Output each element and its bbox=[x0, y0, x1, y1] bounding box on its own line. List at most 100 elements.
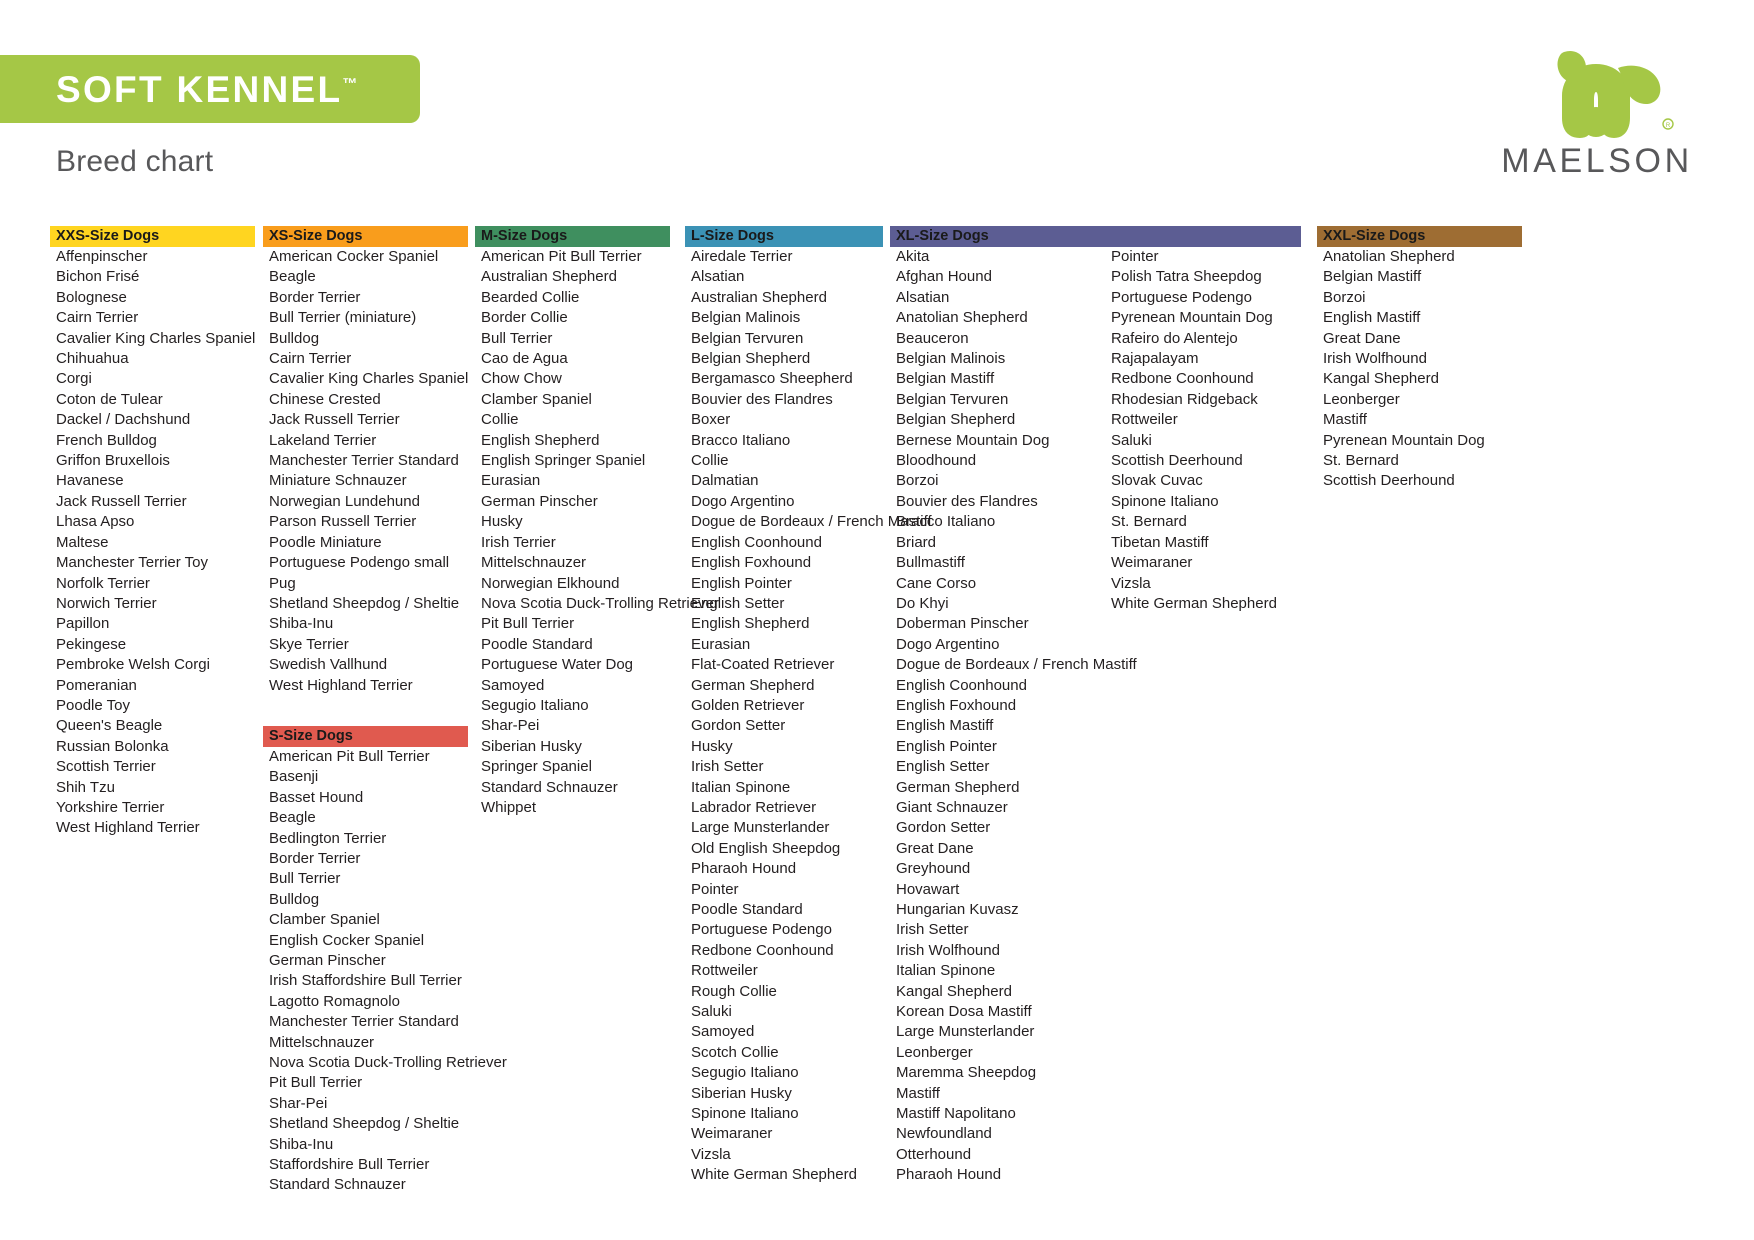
breed-item: Kangal Shepherd bbox=[1323, 370, 1439, 388]
breed-item: Rafeiro do Alentejo bbox=[1111, 329, 1238, 347]
breed-item: Borzoi bbox=[896, 472, 939, 490]
breed-item: Husky bbox=[481, 513, 523, 531]
breed-item: Collie bbox=[481, 411, 519, 429]
breed-list-xxs: Affenpinscher Bichon Frisé Bolognese Cairn … bbox=[50, 247, 255, 839]
breed-item: Griffon Bruxellois bbox=[56, 452, 170, 470]
breed-item: Bouvier des Flandres bbox=[896, 492, 1038, 510]
breed-item: Shih Tzu bbox=[56, 778, 115, 796]
breed-item: Bearded Collie bbox=[481, 288, 580, 306]
breed-item: Labrador Retriever bbox=[691, 798, 817, 816]
trademark-symbol: ™ bbox=[342, 75, 358, 93]
breed-item: Bull Terrier bbox=[269, 870, 341, 888]
breed-item: Shetland Sheepdog / Sheltie bbox=[269, 1115, 460, 1133]
breed-item: Large Munsterlander bbox=[896, 1023, 1035, 1041]
breed-item: Jack Russell Terrier bbox=[269, 411, 400, 429]
breed-item: Chihuahua bbox=[56, 350, 129, 368]
breed-item: Nova Scotia Duck-Trolling Retriever bbox=[481, 594, 719, 612]
breed-item: Spinone Italiano bbox=[1111, 492, 1219, 510]
breed-item: Swedish Vallhund bbox=[269, 656, 388, 674]
breed-item: Irish Wolfhound bbox=[896, 941, 1000, 959]
breed-item: Bull Terrier bbox=[481, 329, 553, 347]
breed-item: Greyhound bbox=[896, 860, 971, 878]
breed-item: Cavalier King Charles Spaniel bbox=[56, 329, 256, 347]
breed-item: Border Terrier bbox=[269, 849, 361, 867]
breed-item: White German Shepherd bbox=[691, 1166, 857, 1184]
category-header-xxl: XXL-Size Dogs bbox=[1317, 226, 1522, 247]
breed-item: Bull Terrier (miniature) bbox=[269, 309, 417, 327]
breed-item: Bergamasco Sheepherd bbox=[691, 370, 853, 388]
breed-item: Belgian Malinois bbox=[691, 309, 801, 327]
breed-item: Cairn Terrier bbox=[269, 350, 352, 368]
breed-item: Basenji bbox=[269, 768, 319, 786]
breed-item: Bulldog bbox=[269, 890, 320, 908]
breed-item: Afghan Hound bbox=[896, 268, 992, 286]
breed-item: Kangal Shepherd bbox=[896, 982, 1012, 1000]
breed-item: Maremma Sheepdog bbox=[896, 1064, 1037, 1082]
breed-item: Chow Chow bbox=[481, 370, 562, 388]
breed-item: Bracco Italiano bbox=[691, 431, 791, 449]
breed-item: Portuguese Podengo bbox=[1111, 288, 1252, 306]
column-xs-s: XS-Size Dogs American Cocker Spaniel Beag… bbox=[263, 226, 507, 1196]
breed-item: Poodle Miniature bbox=[269, 533, 382, 551]
breed-item: Mittelschnauzer bbox=[269, 1033, 375, 1051]
breed-item: Briard bbox=[896, 533, 937, 551]
breed-item: Norwich Terrier bbox=[56, 594, 157, 612]
breed-item: Eurasian bbox=[691, 635, 751, 653]
breed-item: Bichon Frisé bbox=[56, 268, 140, 286]
soft-kennel-brand-badge: SOFT KENNEL™ bbox=[0, 55, 420, 123]
breed-item: Shiba-Inu bbox=[269, 615, 334, 633]
xl-subcolumn-right: Pointer Polish Tatra Sheepdog Portuguese P… bbox=[1105, 247, 1301, 614]
breed-item: Redbone Coonhound bbox=[1111, 370, 1254, 388]
breed-item: Belgian Mastiff bbox=[896, 370, 995, 388]
breed-item: German Shepherd bbox=[691, 676, 815, 694]
breed-item: Newfoundland bbox=[896, 1125, 992, 1143]
breed-item: Cao de Agua bbox=[481, 350, 568, 368]
breed-item: Irish Setter bbox=[896, 921, 969, 939]
breed-item: Dogue de Bordeaux / French Mastiff bbox=[691, 513, 932, 531]
breed-item: Saluki bbox=[691, 1003, 732, 1021]
category-header-xl: XL-Size Dogs bbox=[890, 226, 1301, 247]
column-l: L-Size Dogs Airedale Terrier Alsatian Aust… bbox=[685, 226, 932, 1186]
breed-item: Maltese bbox=[56, 533, 109, 551]
breed-list-xs: American Cocker Spaniel Beagle Border Terr… bbox=[263, 247, 468, 696]
breed-item: American Cocker Spaniel bbox=[269, 248, 439, 265]
breed-item: Lhasa Apso bbox=[56, 513, 135, 531]
breed-item: Rough Collie bbox=[691, 982, 777, 1000]
breed-item: Shiba-Inu bbox=[269, 1135, 334, 1153]
breed-item: American Pit Bull Terrier bbox=[481, 248, 642, 265]
breed-item: Belgian Shepherd bbox=[896, 411, 1016, 429]
breed-item: Portuguese Podengo small bbox=[269, 554, 450, 572]
breed-item: Irish Staffordshire Bull Terrier bbox=[269, 972, 462, 990]
breed-item: Belgian Shepherd bbox=[691, 350, 811, 368]
breed-item: Rhodesian Ridgeback bbox=[1111, 390, 1258, 408]
breed-item: Bernese Mountain Dog bbox=[896, 431, 1050, 449]
breed-item: Dalmatian bbox=[691, 472, 759, 490]
breed-item: Portuguese Water Dog bbox=[481, 656, 634, 674]
breed-item: Segugio Italiano bbox=[481, 696, 589, 714]
breed-item: Polish Tatra Sheepdog bbox=[1111, 268, 1262, 286]
breed-item: Otterhound bbox=[896, 1145, 972, 1163]
breed-item: Norwegian Lundehund bbox=[269, 492, 420, 510]
breed-item: Scotch Collie bbox=[691, 1043, 779, 1061]
breed-item: Mastiff bbox=[1323, 411, 1367, 429]
breed-item: Dogue de Bordeaux / French Mastiff bbox=[896, 656, 1137, 674]
breed-item: Pug bbox=[269, 574, 296, 592]
breed-item: Mastiff Napolitano bbox=[896, 1105, 1016, 1123]
breed-item: Alsatian bbox=[691, 268, 745, 286]
breed-item: Yorkshire Terrier bbox=[56, 798, 165, 816]
breed-item: Bloodhound bbox=[896, 452, 977, 470]
breed-item: Poodle Standard bbox=[481, 635, 593, 653]
breed-item: Redbone Coonhound bbox=[691, 941, 834, 959]
breed-item: French Bulldog bbox=[56, 431, 157, 449]
breed-item: Norwegian Elkhound bbox=[481, 574, 620, 592]
breed-item: Eurasian bbox=[481, 472, 541, 490]
breed-item: Alsatian bbox=[896, 288, 950, 306]
breed-item: Whippet bbox=[481, 798, 537, 816]
breed-item: Anatolian Shepherd bbox=[1323, 248, 1455, 265]
maelson-dog-logo-icon: R bbox=[1557, 50, 1674, 138]
breed-item: Havanese bbox=[56, 472, 124, 490]
breed-item: Old English Sheepdog bbox=[691, 839, 841, 857]
breed-item: Bouvier des Flandres bbox=[691, 390, 833, 408]
maelson-logo: R MAELSON bbox=[1492, 48, 1702, 178]
column-xxl: XXL-Size Dogs Anatolian Shepherd Belgian … bbox=[1317, 226, 1522, 492]
